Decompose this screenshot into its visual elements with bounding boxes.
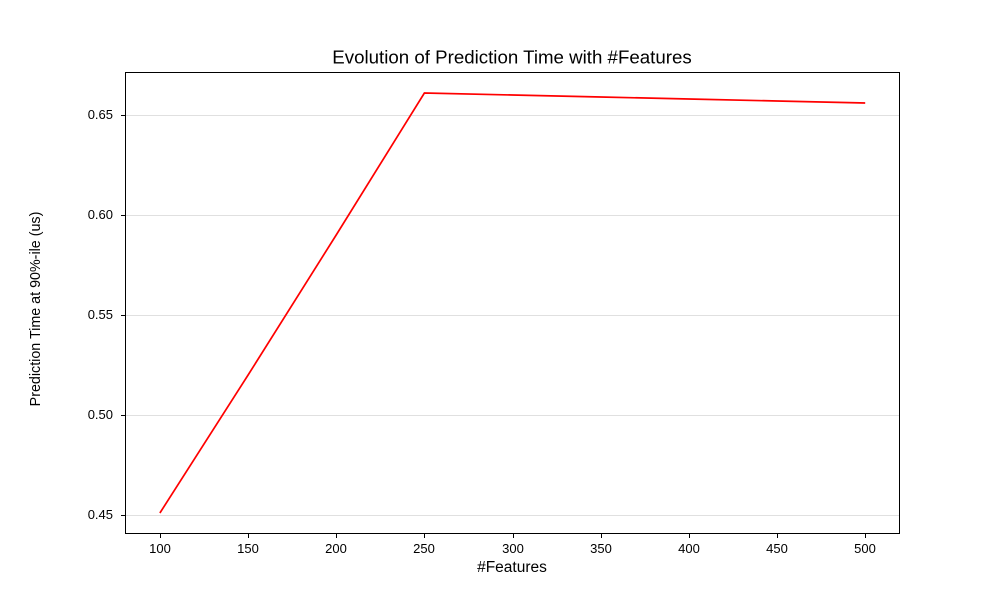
- svg-text:500: 500: [854, 541, 876, 556]
- svg-text:150: 150: [237, 541, 259, 556]
- svg-text:0.60: 0.60: [88, 207, 113, 222]
- svg-text:0.55: 0.55: [88, 307, 113, 322]
- svg-text:250: 250: [413, 541, 435, 556]
- svg-text:450: 450: [766, 541, 788, 556]
- svg-text:0.50: 0.50: [88, 407, 113, 422]
- svg-text:350: 350: [590, 541, 612, 556]
- svg-text:Evolution of Prediction Time w: Evolution of Prediction Time with #Featu…: [332, 47, 691, 68]
- svg-text:300: 300: [502, 541, 524, 556]
- svg-text:200: 200: [325, 541, 347, 556]
- svg-text:0.45: 0.45: [88, 507, 113, 522]
- svg-text:100: 100: [149, 541, 171, 556]
- svg-text:0.65: 0.65: [88, 107, 113, 122]
- svg-text:400: 400: [678, 541, 700, 556]
- svg-text:#Features: #Features: [477, 559, 547, 576]
- svg-text:Prediction Time at 90%-ile (us: Prediction Time at 90%-ile (us): [28, 212, 44, 407]
